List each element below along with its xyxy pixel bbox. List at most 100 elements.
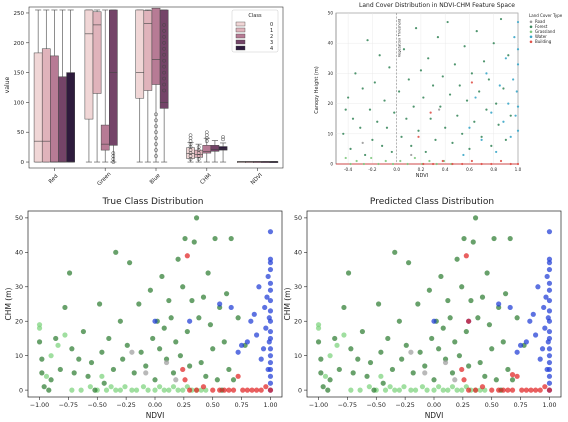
c2-xtick-label: 0.0 <box>393 167 400 172</box>
c4-point-water <box>496 301 502 307</box>
c2-legend-label: Road <box>535 19 545 24</box>
c4-xtick-label: 0.75 <box>514 402 528 409</box>
c2-point-forest <box>344 108 347 111</box>
c2-point-water <box>490 111 493 114</box>
c3-point-water <box>267 297 274 304</box>
c3-point-forest <box>198 359 204 366</box>
c4-point-forest <box>436 346 442 352</box>
c3-ytick-label: 30 <box>15 284 23 291</box>
c4-point-forest <box>461 235 467 242</box>
c2-point-building <box>431 162 435 166</box>
c2-point-forest <box>465 99 469 102</box>
c3-point-water <box>267 335 274 342</box>
c3-ytick-label: 40 <box>15 250 23 257</box>
c3-point-building <box>235 373 241 379</box>
c4-point-building <box>528 387 534 393</box>
c4-point-water <box>546 297 553 304</box>
c1-ytick-label: 0 <box>21 160 25 166</box>
c4-point-water <box>507 304 513 311</box>
c2-point-grass <box>435 162 438 166</box>
c1-legend-label: 3 <box>270 40 273 46</box>
c4-point-water <box>546 380 553 386</box>
c3-point-water <box>267 308 274 314</box>
c2-point-forest <box>402 48 406 51</box>
c1-legend-label: 1 <box>270 28 273 34</box>
c4-point-water <box>544 273 550 280</box>
c3-xtick-label: 0.50 <box>206 402 220 409</box>
c3-point-building <box>217 387 223 393</box>
c3-point-water <box>267 260 274 266</box>
c2-point-forest <box>431 84 435 87</box>
c2-legend-marker <box>529 35 533 39</box>
c2-legend-label: Water <box>535 34 547 39</box>
c3-point-building <box>187 387 193 393</box>
c2-title: Land Cover Distribution in NDVI-CHM Feat… <box>359 2 515 9</box>
c3-point-grass <box>108 384 114 390</box>
c3-point-road <box>143 370 149 376</box>
c3-point-grass <box>69 387 75 393</box>
c2-point-building <box>461 162 464 166</box>
c1-xtick-label: Red <box>48 173 60 185</box>
c2-point-forest <box>429 117 432 120</box>
c4-point-building <box>542 384 548 390</box>
c2-point-forest <box>463 45 466 48</box>
c3-point-grass <box>157 384 163 390</box>
c4-point-forest <box>509 377 516 383</box>
c4-point-grass <box>392 387 398 393</box>
c4-xtick-label: −0.50 <box>367 402 386 409</box>
c2-point-forest <box>456 114 459 117</box>
c2-point-forest <box>487 78 490 81</box>
c1-legend-label: 0 <box>270 22 273 28</box>
c3-xtick-label: −1.00 <box>30 402 49 409</box>
c1-box <box>41 48 51 163</box>
c3-xlabel: NDVI <box>146 411 165 420</box>
c2-point-grass <box>391 162 395 166</box>
c3-point-forest <box>57 366 63 373</box>
c2-point-water <box>502 120 505 123</box>
c1-ytick-label: 150 <box>14 71 25 77</box>
c1-ytick-label: 250 <box>14 11 25 17</box>
c4-point-water <box>541 304 547 311</box>
c3-point-road <box>173 377 179 383</box>
c3-ytick-label: 20 <box>15 318 23 325</box>
c1-box <box>100 124 110 151</box>
c1-outlier <box>162 70 166 75</box>
c4-point-water <box>546 260 553 266</box>
c2-point-grass <box>377 162 380 166</box>
c3-point-water <box>260 346 267 352</box>
c3-point-forest <box>113 249 119 255</box>
c1-outlier <box>111 151 116 155</box>
c1-outlier <box>162 40 166 45</box>
c3-point-grass <box>133 387 140 393</box>
c1-outlier <box>154 124 158 129</box>
c3-point-forest <box>41 384 47 390</box>
c2-xlabel: NDVI <box>416 173 428 179</box>
c2-xtick-label: 0.4 <box>442 167 449 172</box>
c2-point-building <box>451 162 454 166</box>
c2-point-forest <box>371 138 374 141</box>
c4-point-water <box>542 325 548 331</box>
c3-ylabel: CHM (m) <box>4 287 13 320</box>
c3-point-forest <box>71 370 77 376</box>
c3-point-forest <box>80 328 87 335</box>
c3-point-grass <box>78 387 84 393</box>
c3-point-forest <box>168 315 174 321</box>
c2-plot-frame <box>335 12 519 165</box>
c1-ytick-label: 100 <box>14 100 25 106</box>
c4-point-water <box>527 318 533 324</box>
c3-point-water <box>267 380 274 386</box>
c3-point-water <box>244 339 250 345</box>
c2-point-forest <box>478 90 481 93</box>
c4-point-building <box>533 387 539 393</box>
c1-outlier <box>154 130 158 135</box>
c4-point-grass <box>334 342 340 348</box>
c3-xtick-label: −0.75 <box>59 402 78 409</box>
c1-outlier <box>162 76 166 81</box>
c3-point-forest <box>230 377 237 383</box>
c3-point-building <box>254 387 260 393</box>
c4-point-forest <box>359 328 366 335</box>
c2-point-water <box>516 20 520 24</box>
c3-point-water <box>267 318 274 324</box>
c1-xtick-label: Green <box>96 171 112 187</box>
